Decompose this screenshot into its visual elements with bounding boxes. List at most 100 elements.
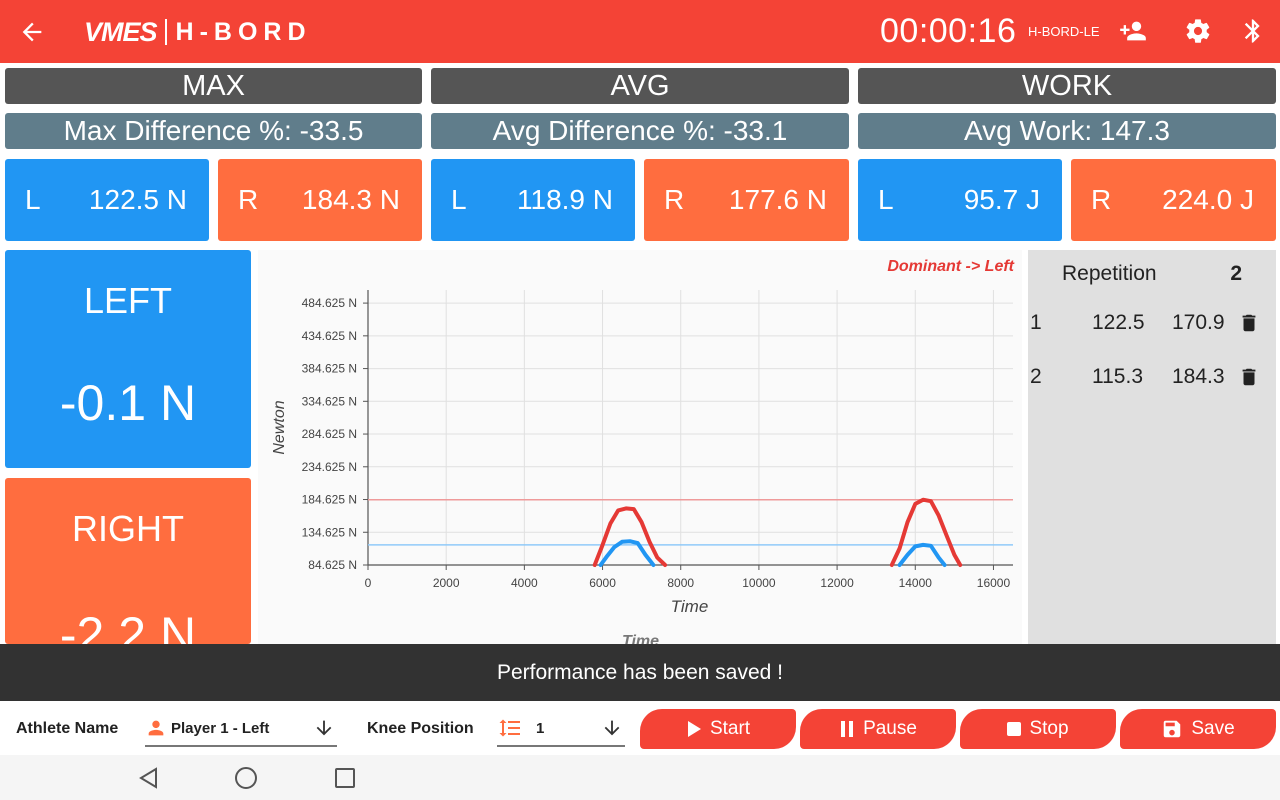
nav-recents-icon[interactable] [333,766,357,790]
control-bar: Athlete Name Player 1 - Left Knee Positi… [0,701,1280,755]
rep-index: 2 [1030,365,1042,388]
x-axis-label: Time [671,597,709,616]
y-axis-label: Newton [271,400,288,454]
work-left-value: 95.7 J [963,184,1040,215]
x-tick-label: 2000 [433,576,460,590]
series-line-1 [897,542,947,567]
pause-icon [841,721,854,737]
arrow-down-icon [316,720,332,736]
max-header: MAX [5,68,422,104]
repetition-row: 1 122.5 170.9 [1028,303,1276,343]
y-tick-label: 484.625 N [302,296,357,310]
avg-difference: Avg Difference %: -33.1 [431,113,849,149]
avg-header: AVG [431,68,849,104]
y-tick-label: 84.625 N [308,558,357,572]
bluetooth-icon[interactable] [1239,17,1267,45]
rep-left-value: 115.3 [1092,365,1143,388]
avg-left-tile: L 118.9 N [431,159,635,241]
athlete-select[interactable]: Player 1 - Left [145,709,337,747]
stop-button[interactable]: Stop [960,709,1116,749]
person-icon [148,720,164,736]
delete-trash-icon[interactable] [1238,365,1260,389]
x-tick-label: 16000 [977,576,1011,590]
max-difference: Max Difference %: -33.5 [5,113,422,149]
brand-logo: VMES H-BORD [84,13,312,51]
knee-position-select[interactable]: 1 [497,709,625,747]
x-tick-label: 8000 [667,576,694,590]
force-chart: Dominant -> Left 0 2000 4000 6000 8000 10000 1… [258,250,1022,650]
side-label: L [25,184,41,215]
pause-button[interactable]: Pause [800,709,956,749]
settings-gear-icon[interactable] [1184,17,1212,45]
rep-right-value: 184.3 [1172,365,1225,388]
play-icon [687,721,701,737]
avg-right-value: 177.6 N [728,184,827,215]
y-tick-label: 384.625 N [302,362,357,376]
y-tick-label: 284.625 N [302,427,357,441]
live-left-title: LEFT [83,280,172,321]
live-right-panel: RIGHT -2.2 N [5,478,251,644]
plot-area [368,290,1013,565]
vmes-logo: VMES [84,16,158,47]
x-tick-label: 10000 [742,576,776,590]
max-left-value: 122.5 N [88,184,187,215]
app-bar: VMES H-BORD 00:00:16 H-BORD-LE [0,0,1280,63]
x-tick-label: 0 [365,576,372,590]
repetition-panel: Repetition 2 1 122.5 170.9 2 115.3 184.3 [1028,250,1276,645]
delete-trash-icon[interactable] [1238,311,1260,335]
side-label: R [664,184,685,215]
knee-position-label: Knee Position [367,720,474,737]
session-timer: 00:00:16 [880,12,1017,50]
side-label: L [451,184,467,215]
line-spacing-icon [499,719,520,737]
stop-icon [1007,722,1022,736]
knee-value: 1 [536,720,545,737]
system-nav-bar [0,755,1280,800]
dominant-label: Dominant -> Left [887,258,1014,275]
live-right-force: -2.2 N [59,607,197,644]
y-tick-label: 134.625 N [302,525,357,539]
start-button[interactable]: Start [640,709,796,749]
pause-label: Pause [863,718,917,739]
work-right-tile: R 224.0 J [1071,159,1276,241]
work-left-tile: L 95.7 J [858,159,1062,241]
avg-work: Avg Work: 147.3 [858,113,1276,149]
add-person-icon[interactable] [1119,17,1147,45]
repetition-row: 2 115.3 184.3 [1028,357,1276,397]
stop-label: Stop [1029,718,1069,739]
x-tick-label: 4000 [511,576,538,590]
athlete-value: Player 1 - Left [171,720,270,737]
back-arrow-icon[interactable] [18,18,46,46]
side-label: R [1091,184,1112,215]
live-left-force: -0.1 N [59,375,197,431]
save-button[interactable]: Save [1120,709,1276,749]
avg-left-value: 118.9 N [517,184,613,215]
max-left-tile: L 122.5 N [5,159,209,241]
save-label: Save [1191,718,1235,739]
x-tick-label: 12000 [820,576,854,590]
y-tick-label: 334.625 N [302,394,357,408]
start-label: Start [709,718,751,739]
nav-home-icon[interactable] [234,766,258,790]
arrow-down-icon [604,720,620,736]
max-right-value: 184.3 N [301,184,400,215]
y-tick-label: 234.625 N [302,460,357,474]
y-tick-label: 184.625 N [302,493,357,507]
athlete-name-label: Athlete Name [16,720,119,737]
y-tick-label: 434.625 N [302,329,357,343]
rep-right-value: 170.9 [1172,311,1225,334]
series-line-0 [592,506,668,567]
rep-left-value: 122.5 [1092,311,1145,334]
x-tick-label: 14000 [899,576,933,590]
live-right-title: RIGHT [72,508,184,549]
force-chart-svg: 0 2000 4000 6000 8000 10000 12000 14000 16000 84.… [271,290,1013,650]
nav-back-icon[interactable] [137,766,161,790]
device-name: H-BORD-LE [1028,24,1100,39]
series-line-0 [889,497,963,567]
x-tick-label: 6000 [589,576,616,590]
repetition-header: Repetition [1062,262,1157,285]
floppy-save-icon [1164,720,1181,738]
rep-index: 1 [1030,311,1042,334]
live-left-panel: LEFT -0.1 N [5,250,251,468]
repetition-count: 2 [1230,262,1242,285]
